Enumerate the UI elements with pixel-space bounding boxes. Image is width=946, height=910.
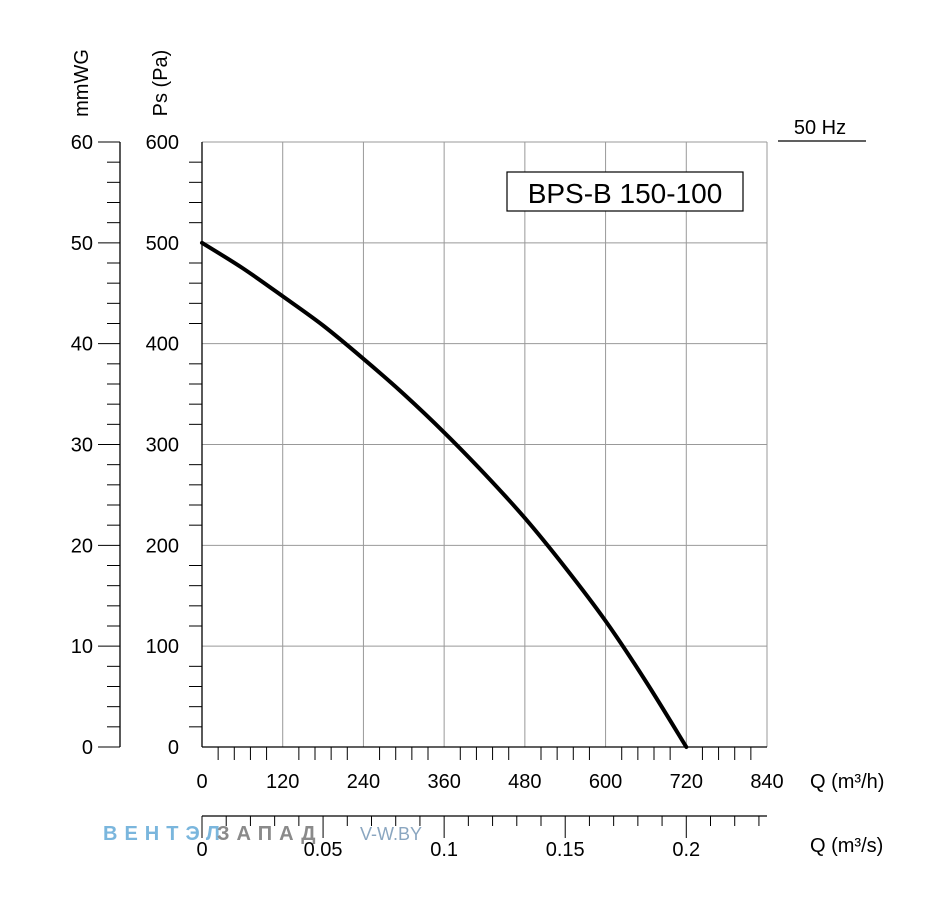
secondary-x-tick-label: 0.1 xyxy=(430,839,458,861)
x-tick-label: 360 xyxy=(427,771,460,793)
series-layer xyxy=(200,240,689,749)
mmwg-tick-label: 60 xyxy=(71,132,93,154)
secondary-x-tick-label: 0.15 xyxy=(546,839,585,861)
secondary-x-axis-label: Q (m³/s) xyxy=(810,835,883,857)
y-axis-label: Ps (Pa) xyxy=(150,50,172,117)
mmwg-tick-label: 20 xyxy=(71,535,93,557)
x-tick-label: 120 xyxy=(266,771,299,793)
mmwg-tick-label: 50 xyxy=(71,233,93,255)
watermark: ВЕНТЭЛ ЗАПАД V-W.BY xyxy=(103,823,422,845)
watermark-site: V-W.BY xyxy=(360,824,422,844)
secondary-x-tick-label: 0 xyxy=(196,839,207,861)
mmwg-tick-label: 10 xyxy=(71,636,93,658)
x-tick-label: 840 xyxy=(750,771,783,793)
series-line xyxy=(200,240,689,749)
chart-title-box xyxy=(506,171,744,212)
chart-title: BPS-B 150-100 xyxy=(528,178,723,209)
watermark-brand-part1: ВЕНТЭЛ xyxy=(103,823,227,845)
mmwg-tick-label: 30 xyxy=(71,435,93,457)
x-tick-label: 240 xyxy=(347,771,380,793)
minor-ticks xyxy=(98,141,760,838)
mmwg-axis-label: mmWG xyxy=(71,49,93,117)
y-tick-label: 500 xyxy=(146,233,179,255)
secondary-x-tick-label: 0.05 xyxy=(304,839,343,861)
x-tick-label: 0 xyxy=(196,771,207,793)
y-tick-label: 400 xyxy=(146,334,179,356)
axes xyxy=(119,142,767,817)
mmwg-tick-label: 0 xyxy=(82,737,93,759)
x-axis-label: Q (m³/h) xyxy=(810,771,884,793)
y-tick-label: 300 xyxy=(146,435,179,457)
x-tick-label: 480 xyxy=(508,771,541,793)
y-tick-label: 200 xyxy=(146,535,179,557)
y-tick-label: 600 xyxy=(146,132,179,154)
y-tick-label: 100 xyxy=(146,636,179,658)
watermark-brand-part2: ЗАПАД xyxy=(217,823,323,845)
y-tick-label: 0 xyxy=(168,737,179,759)
grid-lines xyxy=(201,141,768,748)
mmwg-tick-label: 40 xyxy=(71,334,93,356)
secondary-x-tick-label: 0.2 xyxy=(672,839,700,861)
x-tick-label: 720 xyxy=(670,771,703,793)
x-tick-label: 600 xyxy=(589,771,622,793)
frequency-label: 50 Hz xyxy=(794,117,846,139)
